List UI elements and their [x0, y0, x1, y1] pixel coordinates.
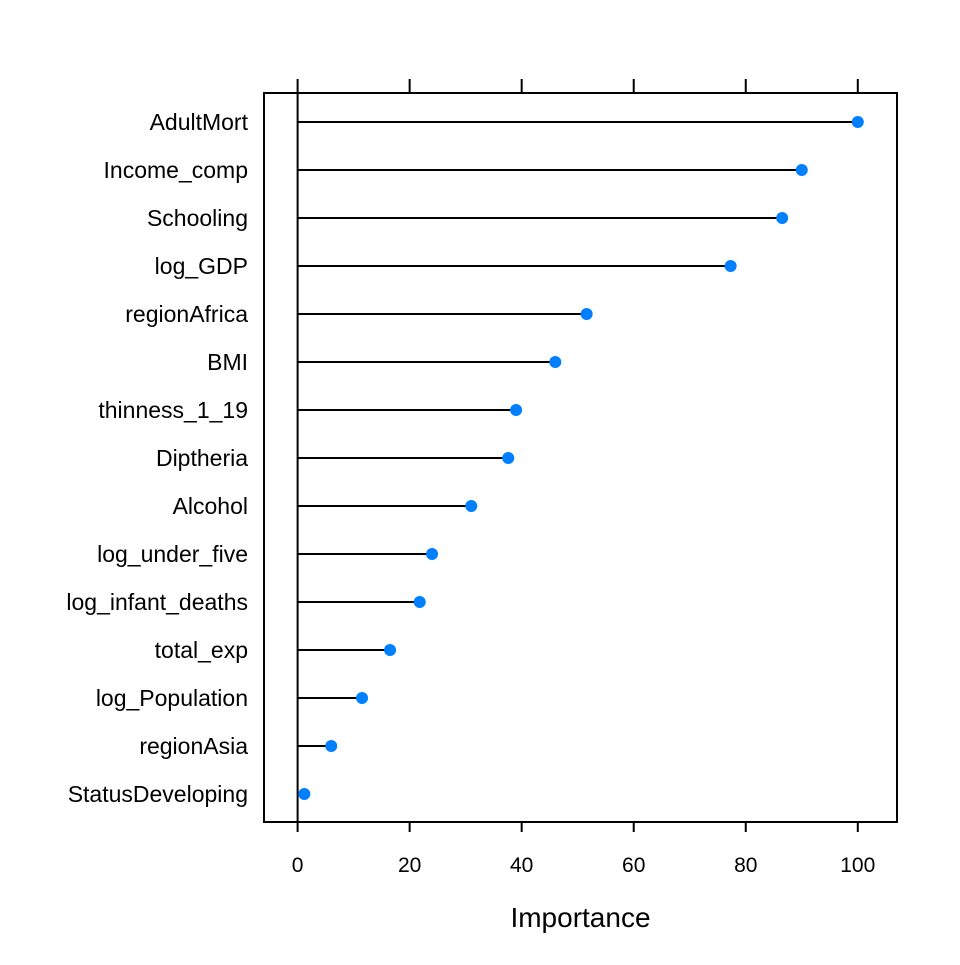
data-point: [510, 404, 523, 416]
category-label: Diptheria: [156, 445, 248, 471]
data-point: [384, 644, 397, 656]
category-label: AdultMort: [150, 109, 249, 135]
data-points: [298, 116, 864, 800]
category-label: Income_comp: [104, 157, 248, 183]
x-axis-ticks: 0 20 40 60 80 100: [292, 79, 875, 877]
data-point: [413, 596, 426, 608]
plot-frame: [263, 92, 898, 823]
category-label: Schooling: [147, 205, 248, 231]
x-tick-label: 60: [622, 854, 645, 877]
category-label: regionAfrica: [125, 301, 248, 327]
data-point: [795, 164, 808, 176]
category-label: BMI: [207, 349, 248, 375]
category-label: StatusDeveloping: [68, 781, 248, 807]
x-tick-label: 40: [510, 854, 533, 877]
x-tick-label: 80: [734, 854, 757, 877]
data-point: [549, 356, 562, 368]
category-label: log_under_five: [97, 541, 248, 567]
category-label: log_Population: [96, 685, 248, 711]
category-label: log_infant_deaths: [66, 589, 248, 615]
x-axis-title: Importance: [510, 902, 650, 933]
category-label: thinness_1_19: [98, 397, 248, 423]
data-point: [465, 500, 478, 512]
x-tick-label: 20: [398, 854, 421, 877]
data-point: [776, 212, 789, 224]
data-point: [724, 260, 737, 272]
lollipop-lines: [296, 93, 858, 822]
data-point: [502, 452, 515, 464]
data-point: [426, 548, 439, 560]
x-tick-label: 100: [840, 854, 875, 877]
category-label: total_exp: [155, 637, 248, 663]
x-tick-label: 0: [292, 854, 304, 877]
data-point: [851, 116, 864, 128]
data-point: [325, 740, 338, 752]
category-label: regionAsia: [139, 733, 248, 759]
category-label: log_GDP: [155, 253, 248, 279]
data-point: [356, 692, 369, 704]
category-labels: AdultMort Income_comp Schooling log_GDPregi…: [66, 109, 248, 807]
category-label: Alcohol: [173, 493, 248, 519]
data-point: [298, 788, 311, 800]
data-point: [580, 308, 593, 320]
